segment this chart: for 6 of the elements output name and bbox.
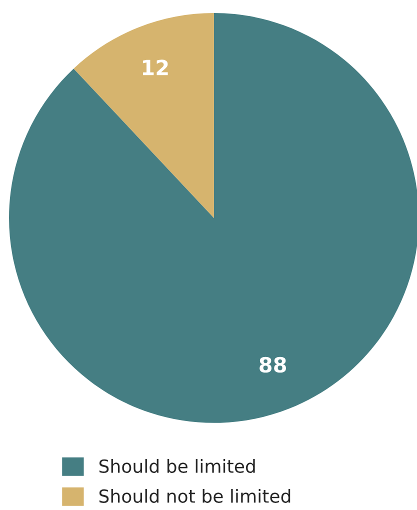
legend-label: Should be limited — [99, 459, 255, 474]
data-label: 12 — [142, 60, 168, 76]
pie-slice — [9, 13, 417, 423]
legend-label: Should not be limited — [99, 488, 290, 503]
data-label: 88 — [260, 356, 286, 373]
pie-slice — [74, 13, 214, 218]
